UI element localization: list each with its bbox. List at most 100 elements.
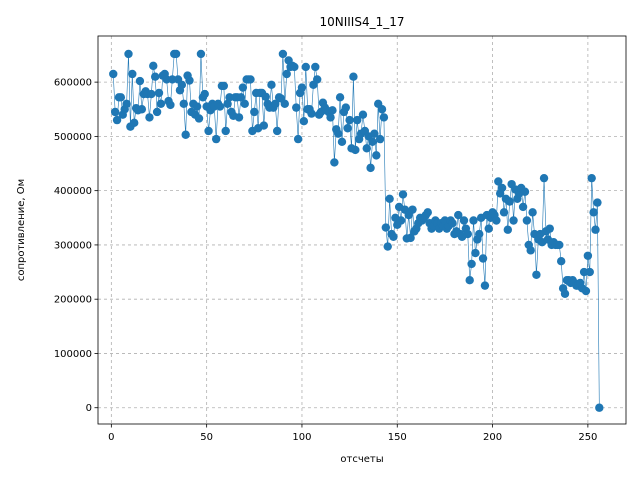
data-point	[236, 93, 246, 102]
data-point	[372, 151, 381, 160]
data-point	[145, 113, 154, 122]
data-point	[469, 216, 478, 225]
data-point	[375, 134, 385, 144]
data-point	[150, 72, 160, 81]
data-point	[408, 205, 417, 214]
data-point	[194, 114, 204, 123]
y-axis-label: сопротивление, Ом	[16, 179, 27, 281]
data-point	[196, 49, 206, 59]
data-point	[137, 105, 147, 114]
data-point	[130, 118, 139, 128]
data-point	[522, 216, 532, 225]
data-point	[238, 83, 248, 92]
data-point	[128, 69, 137, 79]
data-point	[215, 102, 225, 111]
data-point	[177, 80, 187, 90]
data-point	[311, 62, 320, 72]
data-point	[135, 76, 145, 86]
data-point	[351, 145, 360, 155]
x-tick-label: 200	[483, 432, 502, 443]
x-tick-label: 0	[108, 432, 114, 443]
data-point	[293, 134, 303, 144]
data-point	[492, 216, 501, 225]
data-point	[166, 100, 175, 110]
data-point	[381, 223, 391, 232]
data-point	[379, 113, 389, 122]
data-point	[448, 219, 457, 228]
data-point	[271, 99, 280, 109]
data-point	[181, 130, 190, 139]
x-tick-label: 100	[292, 432, 311, 443]
data-point	[147, 89, 156, 99]
data-point	[503, 225, 513, 234]
data-point	[518, 202, 528, 212]
data-point	[250, 107, 259, 117]
data-point	[152, 107, 162, 117]
data-point	[366, 163, 375, 173]
data-point	[478, 254, 488, 263]
data-point	[389, 232, 398, 241]
data-point	[396, 216, 406, 225]
data-point	[509, 216, 518, 225]
data-point	[337, 137, 347, 147]
data-point	[475, 229, 484, 239]
data-point	[499, 208, 509, 217]
data-point	[560, 289, 570, 298]
data-point	[200, 89, 209, 99]
data-point	[192, 102, 202, 111]
data-point	[358, 110, 368, 119]
data-point	[423, 208, 432, 217]
data-point	[526, 246, 535, 255]
data-point	[494, 177, 503, 186]
data-point	[467, 259, 476, 269]
data-point	[454, 210, 463, 220]
data-point	[595, 403, 604, 412]
data-point	[341, 103, 350, 112]
y-tick-label: 500000	[54, 132, 92, 143]
data-point	[171, 49, 181, 59]
data-point	[179, 99, 188, 109]
data-point	[223, 99, 232, 109]
data-point	[240, 99, 249, 109]
data-point	[185, 76, 194, 85]
data-point	[116, 93, 126, 102]
plot-area-frame	[97, 35, 627, 425]
data-point	[484, 224, 493, 233]
data-point	[261, 92, 270, 101]
data-point	[589, 208, 598, 217]
data-point	[343, 124, 352, 133]
data-point	[272, 126, 282, 136]
data-point	[328, 106, 337, 115]
data-point	[545, 224, 554, 233]
data-point	[154, 88, 164, 98]
data-point	[591, 225, 600, 234]
y-tick-label: 200000	[54, 295, 92, 306]
data-point	[539, 173, 549, 183]
data-point	[520, 187, 530, 196]
data-point	[377, 105, 387, 114]
data-point	[122, 99, 131, 109]
data-point	[362, 144, 371, 153]
data-point	[585, 267, 594, 277]
data-point	[385, 194, 394, 203]
data-point	[353, 115, 362, 125]
data-point	[297, 83, 307, 92]
data-point	[349, 72, 358, 81]
data-point	[307, 109, 316, 118]
data-point	[110, 107, 120, 117]
data-point	[471, 248, 480, 258]
data-point	[333, 129, 343, 138]
data-point	[505, 197, 514, 206]
data-point	[465, 276, 474, 285]
data-points	[109, 49, 604, 412]
data-point	[204, 126, 213, 136]
data-point	[459, 216, 469, 225]
y-tick-label: 0	[86, 403, 92, 414]
data-point	[301, 62, 310, 72]
data-point	[370, 129, 379, 138]
data-point	[112, 115, 122, 125]
data-point	[219, 81, 229, 91]
data-point	[124, 49, 133, 59]
x-tick-label: 150	[388, 432, 407, 443]
